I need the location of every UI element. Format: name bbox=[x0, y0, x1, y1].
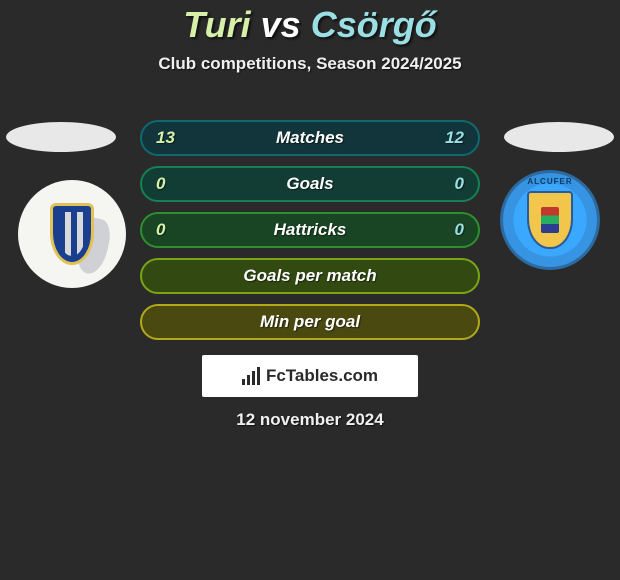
subtitle: Club competitions, Season 2024/2025 bbox=[0, 54, 620, 74]
matches-label: Matches bbox=[276, 128, 344, 148]
goals-player1-value: 0 bbox=[156, 174, 165, 194]
crest-right-text: ALCUFER bbox=[503, 177, 597, 186]
club-crest-right: ALCUFER bbox=[500, 170, 600, 270]
stat-row-matches: 13 Matches 12 bbox=[140, 120, 480, 156]
brand-text: FcTables.com bbox=[266, 366, 378, 386]
bar-chart-icon bbox=[242, 367, 260, 385]
player2-placeholder-oval bbox=[504, 122, 614, 152]
stat-row-hattricks: 0 Hattricks 0 bbox=[140, 212, 480, 248]
hattricks-label: Hattricks bbox=[274, 220, 347, 240]
mpg-label: Min per goal bbox=[260, 312, 360, 332]
crest-left-shield bbox=[50, 203, 94, 265]
crest-right-shield bbox=[527, 191, 573, 249]
stat-row-goals: 0 Goals 0 bbox=[140, 166, 480, 202]
goals-label: Goals bbox=[286, 174, 333, 194]
stats-panel: 13 Matches 12 0 Goals 0 0 Hattricks 0 Go… bbox=[140, 120, 480, 350]
gpm-label: Goals per match bbox=[243, 266, 376, 286]
stat-row-min-per-goal: Min per goal bbox=[140, 304, 480, 340]
goals-player2-value: 0 bbox=[455, 174, 464, 194]
stat-row-goals-per-match: Goals per match bbox=[140, 258, 480, 294]
player1-name: Turi bbox=[183, 4, 250, 45]
hattricks-player1-value: 0 bbox=[156, 220, 165, 240]
player2-name: Csörgő bbox=[311, 4, 437, 45]
club-crest-left bbox=[18, 180, 126, 288]
brand-box[interactable]: FcTables.com bbox=[202, 355, 418, 397]
vs-text: vs bbox=[261, 4, 301, 45]
player1-placeholder-oval bbox=[6, 122, 116, 152]
matches-player2-value: 12 bbox=[445, 128, 464, 148]
date-text: 12 november 2024 bbox=[0, 410, 620, 430]
hattricks-player2-value: 0 bbox=[455, 220, 464, 240]
page-title: Turi vs Csörgő bbox=[0, 0, 620, 46]
matches-player1-value: 13 bbox=[156, 128, 175, 148]
